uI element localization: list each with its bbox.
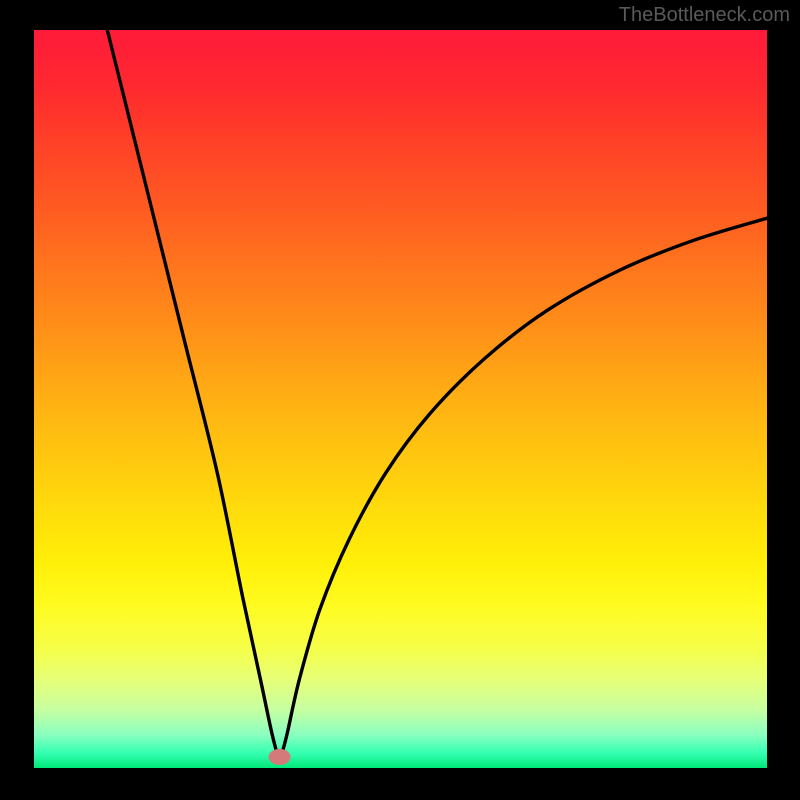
bottleneck-marker <box>269 749 291 765</box>
plot-area <box>34 30 767 768</box>
bottleneck-chart <box>0 0 800 800</box>
chart-container: TheBottleneck.com <box>0 0 800 800</box>
